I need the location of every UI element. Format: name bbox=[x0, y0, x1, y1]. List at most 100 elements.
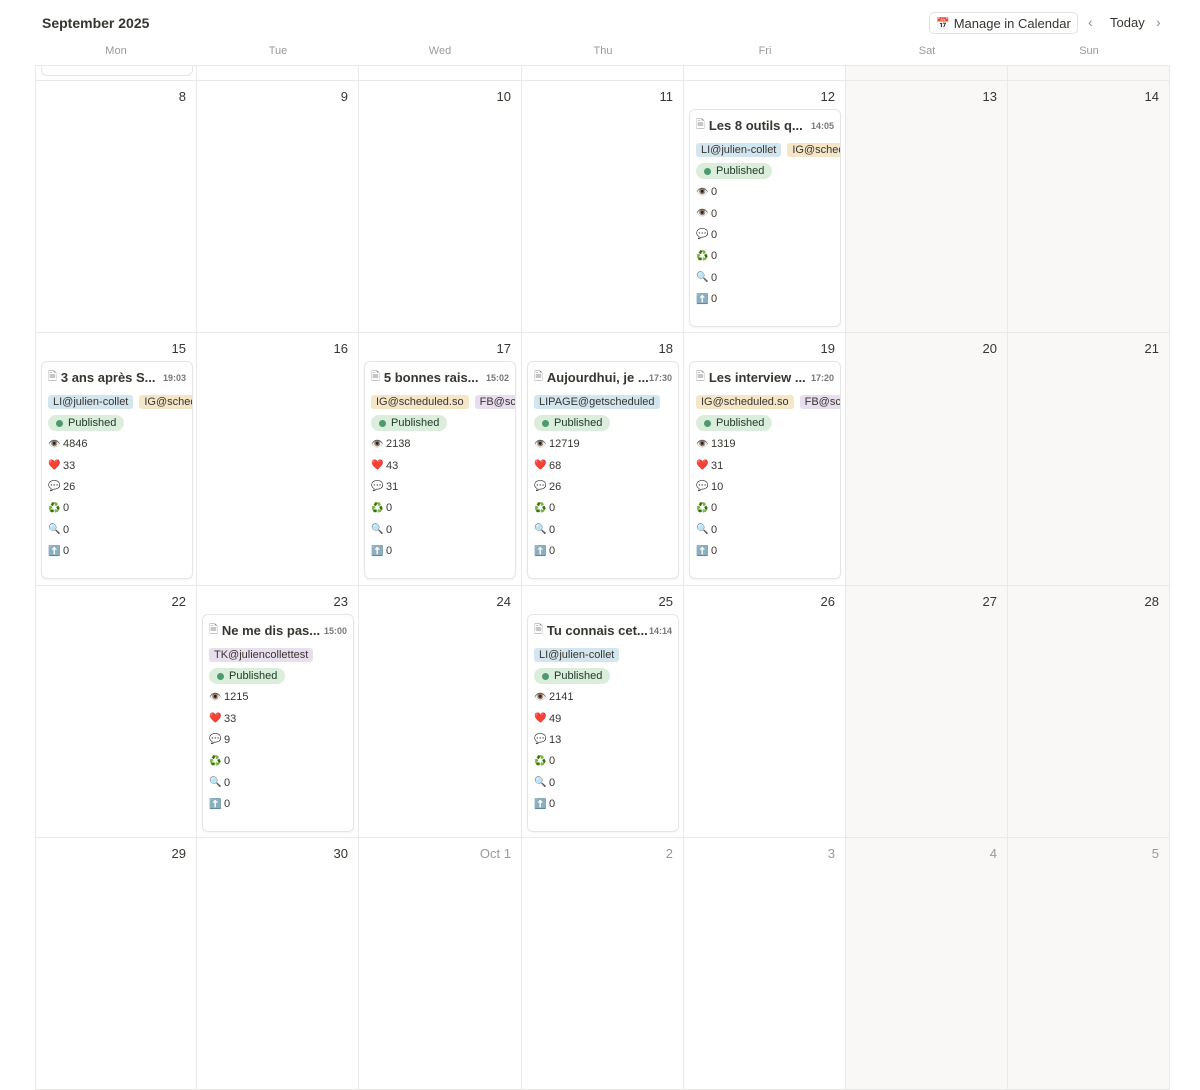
chevron-right-icon[interactable]: › bbox=[1156, 14, 1161, 30]
post-card[interactable]: 🗎 Ne me dis pas... 15:00 TK@juliencollette… bbox=[202, 614, 354, 832]
day-cell[interactable]: 29 bbox=[35, 838, 197, 1090]
post-card[interactable]: 🗎 Tu connais cet... 14:14 LI@julien-collet… bbox=[527, 614, 679, 832]
status-label: Published bbox=[716, 165, 765, 177]
stat-icon: ❤️ bbox=[534, 713, 547, 725]
day-cell[interactable]: 30 bbox=[197, 838, 359, 1090]
post-card[interactable]: 🗎 Aujourdhui, je ... 17:30 LIPAGE@getsched… bbox=[527, 361, 679, 579]
stat-icon: 💬 bbox=[534, 481, 547, 493]
day-cell[interactable]: 24 bbox=[359, 586, 522, 838]
day-cell[interactable]: 22 bbox=[35, 586, 197, 838]
status-badge: Published bbox=[696, 163, 773, 179]
status-label: Published bbox=[68, 417, 117, 429]
stat-icon: ⬆️ bbox=[371, 545, 384, 557]
day-cell[interactable]: Oct 1 bbox=[359, 838, 522, 1090]
day-cell[interactable]: 18 🗎 Aujourdhui, je ... 17:30 LIPAGE@getsc… bbox=[522, 333, 684, 586]
day-cell[interactable]: 4 bbox=[846, 838, 1008, 1090]
post-card[interactable]: 🗎 Les 8 outils q... 14:05 LI@julien-collet… bbox=[689, 109, 841, 327]
day-cell[interactable]: 15 🗎 3 ans après S... 19:03 LI@julien-coll… bbox=[35, 333, 197, 586]
day-cell[interactable]: 9 bbox=[197, 81, 359, 333]
day-cell[interactable] bbox=[197, 65, 359, 81]
post-card[interactable] bbox=[41, 66, 193, 76]
day-cell[interactable]: 21 bbox=[1008, 333, 1170, 586]
day-cell[interactable] bbox=[35, 65, 197, 81]
stat-row: ⬆️ 0 bbox=[48, 540, 186, 561]
account-tag: IG@sched bbox=[139, 395, 192, 409]
day-cell[interactable] bbox=[359, 65, 522, 81]
stat-icon: ❤️ bbox=[48, 460, 61, 472]
post-card[interactable]: 🗎 3 ans après S... 19:03 LI@julien-collet I… bbox=[41, 361, 193, 579]
account-tag: LI@julien-collet bbox=[696, 143, 782, 157]
stat-icon: ❤️ bbox=[371, 460, 384, 472]
stat-icon: 💬 bbox=[209, 734, 222, 746]
stat-row: 👁️ 0 bbox=[696, 182, 834, 203]
day-cell[interactable]: 14 bbox=[1008, 81, 1170, 333]
stat-value: 0 bbox=[386, 502, 393, 515]
day-cell[interactable]: 23 🗎 Ne me dis pas... 15:00 TK@juliencolle… bbox=[197, 586, 359, 838]
stat-row: ♻️ 0 bbox=[209, 751, 347, 772]
stat-icon: ⬆️ bbox=[696, 293, 709, 305]
day-cell[interactable]: 26 bbox=[684, 586, 846, 838]
day-cell[interactable]: 28 bbox=[1008, 586, 1170, 838]
stat-icon: 👁️ bbox=[696, 438, 709, 450]
chevron-left-icon[interactable]: ‹ bbox=[1088, 14, 1093, 30]
stat-value: 0 bbox=[711, 228, 718, 241]
stat-icon: 🔍 bbox=[696, 272, 709, 284]
post-card[interactable]: 🗎 5 bonnes rais... 15:02 IG@scheduled.so FB… bbox=[364, 361, 516, 579]
stat-icon: 🔍 bbox=[371, 524, 384, 536]
day-cell[interactable] bbox=[522, 65, 684, 81]
stat-icon: ❤️ bbox=[209, 713, 222, 725]
status-dot-icon bbox=[56, 419, 63, 427]
day-cell[interactable]: 12 🗎 Les 8 outils q... 14:05 LI@julien-col… bbox=[684, 81, 846, 333]
day-cell[interactable] bbox=[846, 65, 1008, 81]
day-cell[interactable]: 3 bbox=[684, 838, 846, 1090]
day-number: 17 bbox=[496, 341, 511, 356]
today-button[interactable]: Today bbox=[1110, 15, 1145, 30]
stat-row: 💬 26 bbox=[48, 476, 186, 497]
stat-value: 0 bbox=[549, 776, 556, 789]
day-cell[interactable]: 25 🗎 Tu connais cet... 14:14 LI@julien-col… bbox=[522, 586, 684, 838]
stat-value: 0 bbox=[224, 776, 231, 789]
day-number: 30 bbox=[333, 846, 348, 861]
day-cell[interactable]: 17 🗎 5 bonnes rais... 15:02 IG@scheduled.s… bbox=[359, 333, 522, 586]
day-cell[interactable]: 5 bbox=[1008, 838, 1170, 1090]
day-cell[interactable]: 11 bbox=[522, 81, 684, 333]
stat-value: 0 bbox=[549, 755, 556, 768]
stat-value: 0 bbox=[711, 523, 718, 536]
stat-value: 0 bbox=[549, 545, 556, 558]
day-cell[interactable]: 2 bbox=[522, 838, 684, 1090]
stat-row: 💬 31 bbox=[371, 476, 509, 497]
stat-row: ♻️ 0 bbox=[696, 498, 834, 519]
stat-icon: ♻️ bbox=[696, 250, 709, 262]
day-cell[interactable] bbox=[684, 65, 846, 81]
post-time: 15:00 bbox=[323, 625, 347, 636]
day-number: Oct 1 bbox=[479, 846, 511, 861]
post-card[interactable]: 🗎 Les interview ... 17:20 IG@scheduled.so F… bbox=[689, 361, 841, 579]
status-dot-icon bbox=[542, 419, 549, 427]
stat-value: 33 bbox=[63, 459, 76, 472]
day-number: 4 bbox=[989, 846, 997, 861]
stat-icon: 👁️ bbox=[534, 691, 547, 703]
post-title: Les interview ... bbox=[708, 370, 806, 385]
account-tag: FB@sch bbox=[799, 395, 840, 409]
account-tag: FB@sch bbox=[474, 395, 515, 409]
status-label: Published bbox=[391, 417, 440, 429]
manage-in-calendar-button[interactable]: 📅 Manage in Calendar bbox=[929, 12, 1078, 34]
post-title: 3 ans après S... bbox=[60, 370, 156, 385]
day-cell[interactable]: 27 bbox=[846, 586, 1008, 838]
day-number: 11 bbox=[659, 89, 674, 104]
stat-row: ❤️ 33 bbox=[209, 708, 347, 729]
day-cell[interactable] bbox=[1008, 65, 1170, 81]
day-cell[interactable]: 16 bbox=[197, 333, 359, 586]
day-cell[interactable]: 13 bbox=[846, 81, 1008, 333]
document-icon: 🗎 bbox=[371, 371, 380, 383]
day-cell[interactable]: 20 bbox=[846, 333, 1008, 586]
stat-value: 0 bbox=[224, 798, 231, 811]
day-cell[interactable]: 19 🗎 Les interview ... 17:20 IG@scheduled.… bbox=[684, 333, 846, 586]
stat-icon: ⬆️ bbox=[209, 798, 222, 810]
stat-row: ⬆️ 0 bbox=[371, 540, 509, 561]
day-cell[interactable]: 8 bbox=[35, 81, 197, 333]
stat-row: 🔍 0 bbox=[696, 267, 834, 288]
day-cell[interactable]: 10 bbox=[359, 81, 522, 333]
day-number: 18 bbox=[658, 341, 673, 356]
stat-row: 👁️ 0 bbox=[696, 203, 834, 224]
